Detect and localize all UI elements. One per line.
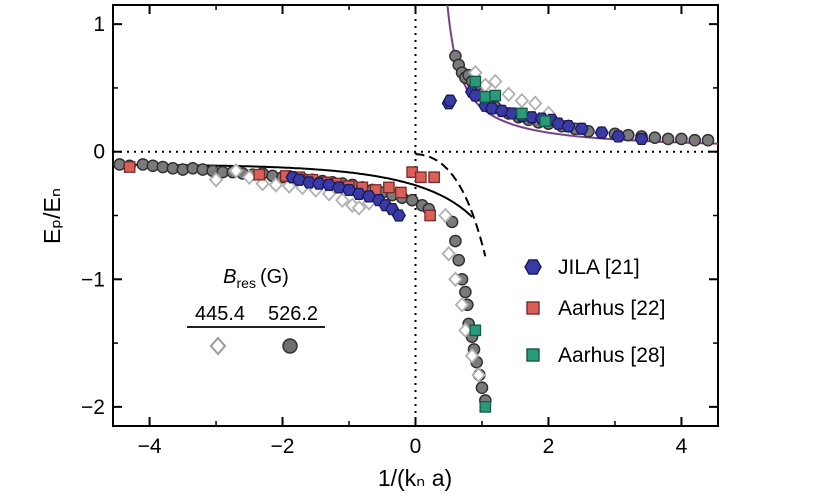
point-square-aarhus28 <box>479 401 492 413</box>
point-diamond-445 <box>527 95 543 112</box>
point-square-aarhus22 <box>253 168 266 181</box>
point-circle-526 <box>475 381 489 395</box>
x-tick-label: −2 <box>271 435 295 458</box>
y-tick-label: −2 <box>81 396 105 419</box>
point-hexagon-jila <box>574 122 589 135</box>
inset-legend: Bres (G) 445.4 526.2 <box>187 266 325 356</box>
point-circle-526 <box>675 132 688 146</box>
point-diamond-445 <box>438 207 453 224</box>
point-diamond-445 <box>501 86 516 103</box>
point-diamond-445 <box>268 177 284 193</box>
repulsive-branch-curve <box>446 5 718 145</box>
point-circle-526 <box>661 132 675 146</box>
point-diamond-445 <box>514 92 530 109</box>
point-square-aarhus22 <box>414 171 427 184</box>
point-square-aarhus22 <box>383 181 395 194</box>
x-tick-label: 2 <box>543 435 555 458</box>
point-hexagon-jila <box>594 126 609 139</box>
point-diamond-445 <box>335 192 350 209</box>
point-hexagon-jila <box>468 89 483 102</box>
x-tick-label: 0 <box>410 435 422 458</box>
legend-aarhus28-label: Aarhus [28] <box>558 344 665 367</box>
point-diamond-445 <box>441 245 456 262</box>
legend-aarhus22-label: Aarhus [22] <box>558 297 665 320</box>
point-hexagon-jila <box>312 177 327 190</box>
point-circle-526 <box>648 131 662 144</box>
point-diamond-445 <box>242 169 257 186</box>
point-hexagon-jila <box>634 132 649 146</box>
point-diamond-445 <box>448 271 463 288</box>
point-diamond-445 <box>208 171 224 188</box>
point-diamond-445 <box>471 367 486 383</box>
point-hexagon-jila <box>341 183 357 197</box>
legend: JILA [21] Aarhus [22] Aarhus [28] <box>524 256 665 367</box>
x-tick-label: 4 <box>676 435 688 458</box>
theory-curves <box>113 5 718 257</box>
point-diamond-445 <box>488 73 503 90</box>
point-square-aarhus28 <box>516 107 528 120</box>
point-circle-526 <box>405 193 419 207</box>
inset-field-526: 526.2 <box>268 303 318 325</box>
point-hexagon-jila <box>391 209 406 222</box>
axis-ticks: −4 −2 0 2 4 −2 −1 0 1 <box>81 5 718 458</box>
x-tick-label: −4 <box>138 435 162 458</box>
point-diamond-445 <box>464 348 480 364</box>
y-tick-label: 0 <box>93 141 105 164</box>
x-axis-title: 1/(kₙ a) <box>378 465 452 491</box>
point-square-aarhus22 <box>395 186 407 199</box>
y-tick-label: 1 <box>93 13 105 36</box>
point-square-aarhus28 <box>469 75 482 88</box>
legend-aarhus22-marker <box>526 301 540 315</box>
point-circle-526 <box>449 234 462 248</box>
legend-jila-marker <box>524 259 542 275</box>
point-diamond-445 <box>458 322 473 339</box>
y-tick-label: −1 <box>81 268 105 291</box>
point-circle-526 <box>452 253 466 267</box>
point-diamond-445 <box>454 296 470 313</box>
reference-lines <box>113 5 718 426</box>
inset-diamond-marker <box>209 336 227 356</box>
legend-aarhus28-marker <box>526 348 540 362</box>
point-square-aarhus22 <box>123 161 136 173</box>
dashed-branch-curve <box>415 153 487 257</box>
point-hexagon-jila <box>302 176 317 189</box>
point-diamond-445 <box>351 200 367 216</box>
point-square-aarhus28 <box>539 115 551 127</box>
data-points <box>113 49 715 413</box>
y-axis-title: Eₚ/Eₙ <box>39 188 65 244</box>
inset-field-445: 445.4 <box>195 303 245 325</box>
inset-circle-marker <box>282 338 298 354</box>
point-hexagon-jila <box>611 130 626 143</box>
point-square-aarhus22 <box>424 209 436 222</box>
inset-title: Bres (G) <box>223 266 289 291</box>
point-square-aarhus28 <box>489 89 502 102</box>
point-hexagon-jila <box>361 190 377 203</box>
point-square-aarhus28 <box>469 324 482 337</box>
point-square-aarhus22 <box>428 171 440 184</box>
point-circle-526 <box>459 285 472 299</box>
point-hexagon-jila <box>443 94 458 107</box>
point-circle-526 <box>701 133 715 147</box>
point-hexagon-jila <box>561 120 576 133</box>
point-square-aarhus28 <box>479 91 492 103</box>
point-circle-526 <box>688 133 702 147</box>
point-diamond-445 <box>228 163 244 179</box>
legend-jila-label: JILA [21] <box>558 256 640 279</box>
